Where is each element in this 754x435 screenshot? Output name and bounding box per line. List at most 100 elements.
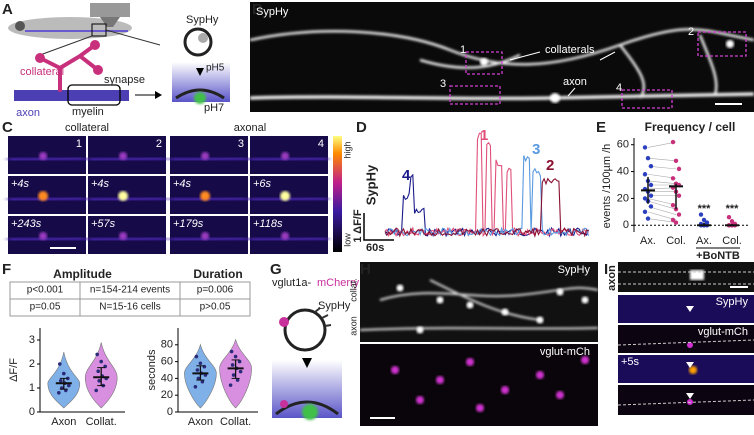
label: +5s [621,356,640,368]
label: collateral [20,66,64,78]
dot [676,212,682,217]
label: SypHy [716,296,749,308]
pair-line [647,218,677,223]
dot [194,354,199,359]
dot [67,383,71,388]
dot [642,145,648,150]
label: +118s [253,218,283,230]
bouton [119,232,128,240]
label: 60s [366,242,384,254]
dot [57,391,61,395]
label: Axon [51,416,76,428]
roi-image-grid [7,136,329,254]
panel-letter: E [596,119,606,136]
colorbar [333,136,342,252]
axon-signal [249,155,329,163]
bouton [556,288,564,296]
pair-line [647,200,677,210]
bouton [39,232,48,240]
label: Col. [722,235,742,247]
dot [62,371,66,376]
label: +4s [11,178,30,190]
dot [233,354,238,359]
dot [195,368,200,372]
label: +BoNTB [696,250,740,262]
label: Amplitude [53,267,112,281]
label: *** [726,203,740,215]
panel-letter: F [2,261,11,278]
dot [193,385,198,389]
dot [97,379,101,383]
label: Collat. [86,416,117,428]
label: 4 [318,138,324,150]
y-tick-label: 0 [623,219,629,231]
roi-image [250,216,328,254]
dot [94,388,98,393]
label: SypHy [318,300,351,312]
dot [670,202,676,208]
label: 2 [156,138,162,150]
bouton [118,191,129,201]
dot [238,369,243,374]
table-cell: N=15-16 cells [99,302,160,313]
label: myelin [72,106,104,118]
dot [642,196,648,201]
label: axon [348,316,358,336]
dot [670,217,676,223]
y-tick-label: 2 [29,358,35,370]
y-tick-label: 1 [29,382,35,394]
bouton [201,232,210,240]
bouton [436,296,444,304]
dot [228,383,233,387]
roi-image [170,136,248,174]
dot [648,164,654,169]
label: pH5 [206,63,225,74]
pair-line [647,157,677,162]
dot [231,373,236,377]
label: 4 [402,167,411,184]
roi-image [88,136,166,174]
dot [673,220,679,225]
label: vglut-mCh [540,346,590,358]
label: 3 [440,78,446,90]
mcherry-puncta [556,391,564,399]
y-tick-label: 60 [617,139,629,151]
dot [58,362,62,366]
label: +4s [173,178,192,190]
dot [642,172,648,177]
dot [676,193,682,198]
label: collateral [65,122,109,134]
dot [670,139,676,145]
mcherry-puncta [416,396,424,404]
table-cell: n=154-214 events [90,285,170,296]
panel-letter: B [252,1,263,18]
bouton [119,152,128,160]
dot [645,155,651,161]
dot [200,379,205,384]
y-tick-label: 0 [167,406,173,418]
axon-signal [87,235,167,243]
axon-signal [169,155,249,163]
y-tick-label: 60 [161,356,173,368]
panel-letter: I [604,261,608,278]
roi-image [170,216,248,254]
label: 1 ΔF/F [352,209,364,242]
dot [645,216,651,221]
label: Ax. [696,235,712,247]
axon-signal [249,235,329,243]
pair-line [647,180,677,184]
dot [676,166,682,172]
label: 3 [238,138,244,150]
dot [726,215,732,220]
trace [384,177,589,238]
y-tick-label: 80 [161,339,173,351]
label: seconds [146,349,158,390]
vglut-illustration [272,307,342,420]
dot [198,361,203,366]
y-tick-label: 0 [29,406,35,418]
label: SypHy [256,6,289,18]
table-cell: p>0.05 [200,302,231,313]
label: Ax. [640,235,656,247]
trace [384,132,589,238]
